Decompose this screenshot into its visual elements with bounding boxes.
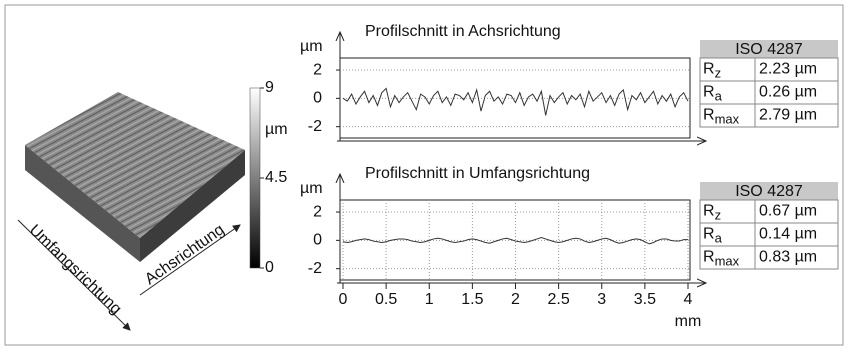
x-tick-label: 1.5 <box>461 291 483 308</box>
subscript: max <box>715 112 740 127</box>
subscript: z <box>715 208 722 223</box>
symbol: R <box>703 226 715 243</box>
y-axis-label: µm <box>300 180 323 197</box>
subscript: a <box>715 89 723 104</box>
subscript: a <box>715 231 723 246</box>
table-value: 0.83 µm <box>759 249 817 266</box>
surface-top <box>25 92 245 238</box>
colorbar-tick-label: 0 <box>265 259 274 276</box>
symbol: R <box>703 249 715 266</box>
chart-title: Profilschnitt in Umfangsrichtung <box>365 165 590 182</box>
subscript: z <box>715 66 722 81</box>
symbol: R <box>703 61 715 78</box>
table-value: 0.26 µm <box>759 84 817 101</box>
table-header: ISO 4287 <box>735 183 803 200</box>
subscript: max <box>715 254 740 269</box>
colorbar-tick-label: 9 <box>265 79 274 96</box>
y-tick-label: 0 <box>313 232 322 249</box>
x-tick-label: 1 <box>425 291 434 308</box>
table-value: 2.79 µm <box>759 107 817 124</box>
x-tick-label: 2 <box>511 291 520 308</box>
x-axis-label: mm <box>675 313 702 330</box>
x-tick-label: 0 <box>339 291 348 308</box>
colorbar-tick-label: 4.5 <box>265 169 287 186</box>
chart-title: Profilschnitt in Achsrichtung <box>365 23 561 40</box>
colorbar <box>250 88 260 268</box>
colorbar-unit: µm <box>265 121 288 138</box>
symbol: R <box>703 84 715 101</box>
y-tick-label: -2 <box>308 118 322 135</box>
x-tick-label: 3.5 <box>634 291 656 308</box>
table-header: ISO 4287 <box>735 41 803 58</box>
y-axis-label: µm <box>300 38 323 55</box>
x-tick-label: 2.5 <box>548 291 570 308</box>
table-value: 2.23 µm <box>759 61 817 78</box>
x-tick-label: 4 <box>684 291 693 308</box>
symbol: R <box>703 203 715 220</box>
profile-line <box>343 88 688 115</box>
symbol: R <box>703 107 715 124</box>
surface-3d: Umfangsrichtung Achsrichtung µm <box>18 88 288 330</box>
table-value: 0.14 µm <box>759 226 817 243</box>
y-tick-label: 2 <box>313 61 322 78</box>
x-tick-label: 0.5 <box>375 291 397 308</box>
y-tick-label: -2 <box>308 260 322 277</box>
table-value: 0.67 µm <box>759 203 817 220</box>
figure: Umfangsrichtung Achsrichtung µm 9 4.5 0 Pro… <box>0 0 848 354</box>
y-tick-label: 2 <box>313 203 322 220</box>
x-tick-label: 3 <box>597 291 606 308</box>
y-tick-label: 0 <box>313 90 322 107</box>
